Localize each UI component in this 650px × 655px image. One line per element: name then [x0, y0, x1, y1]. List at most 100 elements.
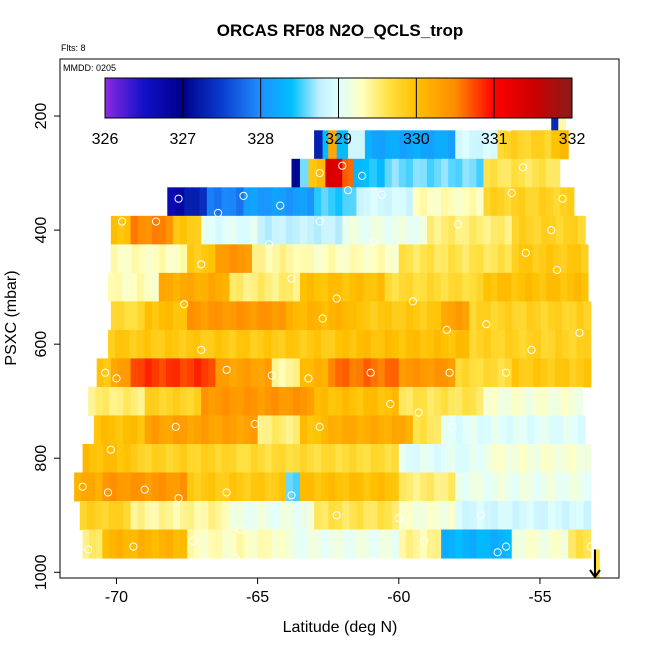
heatmap-cell [412, 329, 421, 359]
heatmap-cell [398, 443, 407, 473]
heatmap-cell [427, 301, 435, 331]
sample-point [287, 491, 296, 500]
heatmap-cell [292, 415, 301, 445]
heatmap-cell [158, 386, 167, 416]
heatmap-cell [199, 187, 208, 217]
heatmap-cell [377, 443, 386, 473]
heatmap-cell [583, 329, 592, 359]
heatmap-cell [547, 301, 556, 331]
heatmap-cell [165, 215, 174, 245]
heatmap-cell [427, 529, 435, 559]
heatmap-cell [419, 272, 428, 302]
sample-point [129, 542, 138, 551]
heatmap-cell [356, 386, 365, 416]
heatmap-cell [74, 472, 82, 502]
heatmap-cell [448, 529, 456, 559]
heatmap-cell [172, 472, 181, 502]
heatmap-cell [299, 272, 308, 302]
heatmap-cell [398, 244, 407, 274]
heatmap-cell [271, 501, 280, 531]
heatmap-cell [349, 329, 358, 359]
heatmap-cell [285, 472, 294, 502]
heatmap-cell [547, 358, 556, 388]
heatmap-cell [316, 158, 326, 188]
heatmap-cell [144, 443, 153, 473]
heatmap-cell [88, 472, 96, 502]
heatmap-cell [427, 215, 435, 245]
heatmap-cell [384, 215, 393, 245]
heatmap-cell [278, 272, 287, 302]
heatmap-cell [525, 272, 533, 302]
heatmap-cell [391, 386, 400, 416]
heatmap-cell [117, 358, 125, 388]
heatmap-cell [377, 529, 386, 559]
heatmap-cell [299, 501, 308, 531]
heatmap-cell [130, 386, 139, 416]
heatmap-cell [563, 215, 572, 245]
heatmap-cell [123, 529, 132, 559]
heatmap-cell [179, 386, 188, 416]
heatmap-cell [257, 187, 266, 217]
heatmap-cell [363, 301, 372, 331]
heatmap-cell [526, 443, 535, 473]
heatmap-cell [519, 443, 527, 473]
heatmap-cell [356, 329, 365, 359]
heatmap-cell [328, 443, 336, 473]
sample-point [180, 300, 189, 309]
sample-point [332, 511, 341, 520]
heatmap-cell [547, 386, 555, 416]
heatmap-cell [363, 529, 372, 559]
heatmap-cell [504, 272, 512, 302]
heatmap-cell [434, 130, 442, 160]
heatmap-cell [505, 415, 514, 445]
heatmap-cell [201, 529, 209, 559]
heatmap-cell [462, 329, 470, 359]
heatmap-cell [570, 415, 579, 445]
heatmap-cell [165, 443, 174, 473]
heatmap-cell [306, 329, 315, 359]
heatmap-cell [292, 358, 301, 388]
heatmap-cell [537, 130, 546, 160]
heatmap-cell [576, 329, 585, 359]
heatmap-cell [405, 187, 414, 217]
heatmap-cell [95, 529, 103, 559]
heatmap-cell [412, 301, 421, 331]
heatmap-cell [285, 358, 294, 388]
heatmap-cell [157, 329, 166, 359]
heatmap-cell [441, 329, 449, 359]
heatmap-cell [469, 472, 478, 502]
heatmap-cell [398, 215, 407, 245]
heatmap-cell [391, 244, 400, 274]
heatmap-cell [314, 301, 322, 331]
heatmap-cell [483, 158, 492, 188]
heatmap-cell [476, 358, 485, 388]
heatmap-cell [462, 529, 470, 559]
heatmap-cell [243, 358, 252, 388]
heatmap-cell [144, 386, 153, 416]
heatmap-cell [512, 443, 520, 473]
heatmap-cell [299, 244, 308, 274]
heatmap-cell [412, 443, 421, 473]
heatmap-cell [347, 158, 355, 188]
heatmap-cell [229, 244, 238, 274]
heatmap-cell [158, 301, 167, 331]
heatmap-cell [511, 244, 520, 274]
heatmap-cell [427, 329, 435, 359]
heatmap-cell [194, 472, 202, 502]
heatmap-cell [405, 501, 414, 531]
heatmap-cell [419, 501, 428, 531]
heatmap-cell [115, 329, 123, 359]
heatmap-cell [179, 501, 188, 531]
heatmap-cell [165, 472, 174, 502]
heatmap-cell [208, 529, 216, 559]
heatmap-cell [540, 329, 549, 359]
heatmap-cell [364, 130, 373, 160]
heatmap-cell [462, 443, 470, 473]
heatmap-cell [427, 244, 435, 274]
heatmap-cell [158, 272, 167, 302]
heatmap-cell [110, 244, 119, 274]
heatmap-cell [314, 529, 322, 559]
heatmap-cell [165, 415, 174, 445]
heatmap-cell [412, 244, 421, 274]
heatmap-cell [356, 415, 365, 445]
